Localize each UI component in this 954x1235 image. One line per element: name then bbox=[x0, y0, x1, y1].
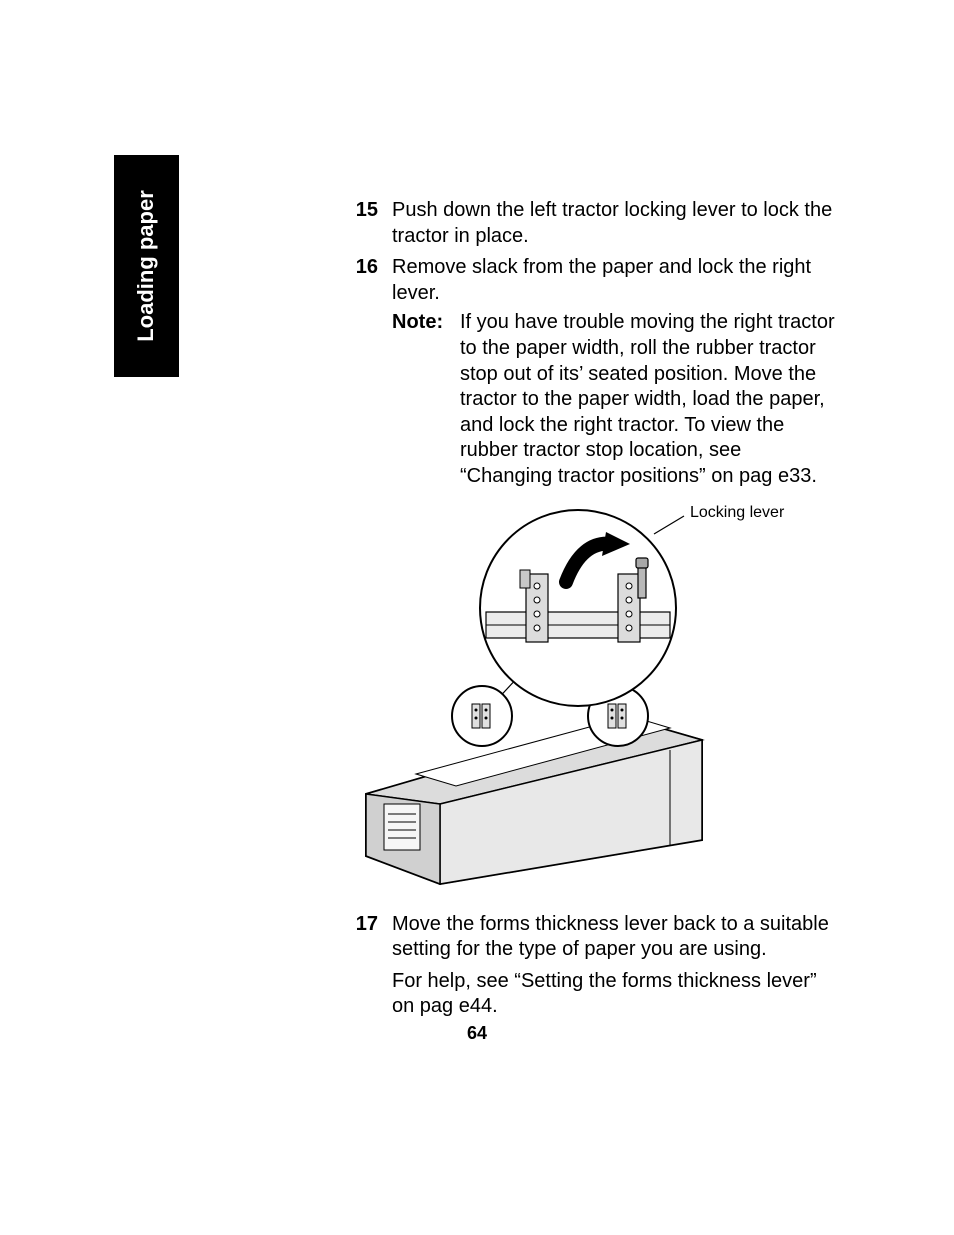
figure-locking-lever: Locking lever bbox=[330, 504, 835, 902]
step-text: Move the forms thickness lever back to a… bbox=[392, 912, 835, 963]
section-tab-label: Loading paper bbox=[133, 190, 159, 342]
content-column: 15 Push down the left tractor locking le… bbox=[330, 198, 835, 1026]
step-text-2: For help, see “Setting the forms thickne… bbox=[392, 969, 835, 1020]
step-text: Remove slack from the paper and lock the… bbox=[392, 255, 835, 306]
note-label: Note: bbox=[392, 310, 450, 489]
step-number: 17 bbox=[330, 912, 392, 1020]
step-text: Push down the left tractor locking lever… bbox=[392, 198, 835, 249]
printer-diagram-svg bbox=[330, 504, 835, 902]
small-circle-left bbox=[452, 686, 512, 746]
manual-page: Loading paper 15 Push down the left trac… bbox=[0, 0, 954, 1235]
step-body: Remove slack from the paper and lock the… bbox=[392, 255, 835, 493]
step-body: Move the forms thickness lever back to a… bbox=[392, 912, 835, 1020]
section-tab: Loading paper bbox=[114, 155, 179, 377]
step-17: 17 Move the forms thickness lever back t… bbox=[330, 912, 835, 1020]
page-number: 64 bbox=[0, 1023, 954, 1044]
step-16: 16 Remove slack from the paper and lock … bbox=[330, 255, 835, 493]
detail-circle bbox=[480, 510, 676, 706]
note-text: If you have trouble moving the right tra… bbox=[460, 310, 835, 489]
step-number: 15 bbox=[330, 198, 392, 249]
step-number: 16 bbox=[330, 255, 392, 493]
note-block: Note: If you have trouble moving the rig… bbox=[392, 310, 835, 489]
step-15: 15 Push down the left tractor locking le… bbox=[330, 198, 835, 249]
leader-line bbox=[654, 516, 684, 534]
printer-body bbox=[366, 716, 702, 884]
